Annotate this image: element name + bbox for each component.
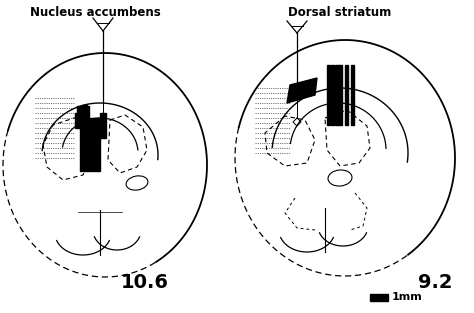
Text: Nucleus accumbens: Nucleus accumbens	[29, 6, 160, 19]
Polygon shape	[331, 65, 334, 125]
Polygon shape	[327, 65, 330, 125]
Polygon shape	[77, 106, 89, 118]
Text: 9.2: 9.2	[418, 274, 452, 293]
Polygon shape	[335, 65, 339, 125]
Polygon shape	[287, 78, 317, 103]
Polygon shape	[345, 65, 348, 125]
Polygon shape	[75, 113, 83, 128]
Text: 1mm: 1mm	[392, 293, 423, 302]
Text: 10.6: 10.6	[121, 274, 169, 293]
Polygon shape	[339, 65, 342, 125]
Text: Dorsal striatum: Dorsal striatum	[288, 6, 392, 19]
Polygon shape	[100, 113, 106, 138]
Polygon shape	[370, 294, 388, 301]
Polygon shape	[351, 65, 354, 125]
Polygon shape	[82, 105, 87, 123]
Polygon shape	[80, 118, 100, 171]
